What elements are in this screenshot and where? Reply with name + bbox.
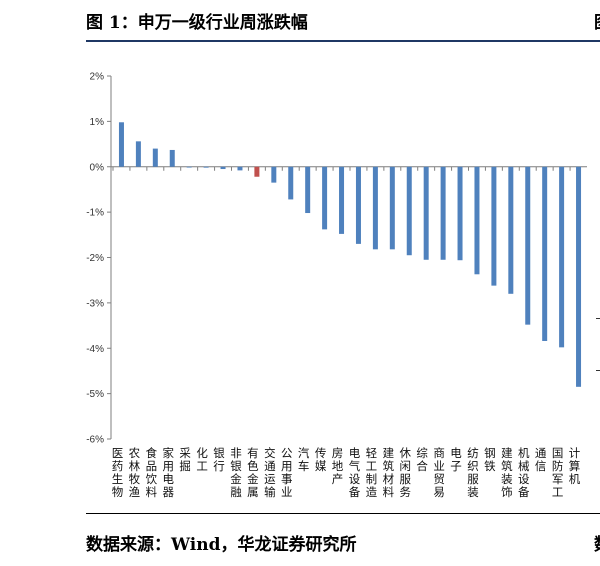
category-label: 家用电器 xyxy=(163,446,175,499)
category-label: 有色金属 xyxy=(247,446,259,499)
bar xyxy=(474,166,480,275)
bar xyxy=(491,166,497,286)
y-tick-label: -2% xyxy=(86,253,104,264)
bar xyxy=(152,148,158,167)
bar xyxy=(355,166,361,244)
y-tick-label: 1% xyxy=(90,117,105,128)
bar xyxy=(525,166,531,325)
right-column-title-fragment: 图 xyxy=(594,8,600,33)
category-label: 公用事业 xyxy=(281,446,293,499)
bar xyxy=(186,166,192,168)
category-label: 电子 xyxy=(450,446,462,473)
category-label: 轻工制造 xyxy=(366,446,378,499)
y-tick-label: -4% xyxy=(86,344,104,355)
bar xyxy=(288,166,294,200)
source-note: 数据来源：Wind，华龙证券研究所 xyxy=(86,535,357,555)
bar xyxy=(559,166,565,348)
bar xyxy=(440,166,446,260)
y-tick-label: -6% xyxy=(86,435,104,446)
bar xyxy=(339,166,345,234)
category-label: 纺织服装 xyxy=(467,446,479,499)
category-label: 钢铁 xyxy=(484,446,496,473)
bar xyxy=(237,166,243,171)
bar xyxy=(508,166,514,294)
right-column-source-fragment: 数 xyxy=(594,530,600,555)
category-label: 传媒 xyxy=(315,446,327,473)
bar xyxy=(406,166,412,256)
bar-chart: 2% 1% 0% -1% -2% -3% -4% -5% -6% 医药生物农林牧渔食品饮料家用电器… xyxy=(86,72,587,499)
category-label: 采掘 xyxy=(179,446,191,473)
category-label: 电气设备 xyxy=(349,446,361,499)
footer-rule xyxy=(86,513,600,514)
category-label: 休闲服务 xyxy=(400,446,412,499)
y-tick-label: -1% xyxy=(86,208,104,219)
right-edge-tick xyxy=(596,318,600,319)
category-label: 非银金融 xyxy=(230,446,242,499)
bar xyxy=(457,166,463,261)
category-label: 计算机 xyxy=(569,446,581,486)
right-edge-tick xyxy=(596,370,600,371)
bar xyxy=(389,166,395,250)
category-label: 机械设备 xyxy=(518,446,530,499)
y-tick-label: -5% xyxy=(86,389,104,400)
bar xyxy=(169,149,175,167)
category-label: 综合 xyxy=(416,446,428,473)
bar xyxy=(220,166,226,170)
bar xyxy=(135,141,141,167)
category-label: 房地产 xyxy=(332,446,344,486)
category-label: 商业贸易 xyxy=(433,446,445,499)
bar xyxy=(576,166,582,387)
y-tick-label: 0% xyxy=(90,162,105,173)
category-label: 食品饮料 xyxy=(146,446,158,499)
bar xyxy=(254,166,260,177)
bar xyxy=(118,122,124,167)
category-label: 汽车 xyxy=(298,446,310,473)
bar xyxy=(203,166,209,168)
bar xyxy=(305,166,311,214)
category-label: 通信 xyxy=(535,446,547,473)
bar xyxy=(423,166,429,260)
bar xyxy=(322,166,328,230)
category-label: 交通运输 xyxy=(264,446,276,499)
category-label: 建筑材料 xyxy=(383,446,395,499)
title-rule xyxy=(86,40,600,42)
category-label: 农林牧渔 xyxy=(129,446,141,499)
plot-area: 2% 1% 0% -1% -2% -3% -4% -5% -6% 医药生物农林牧渔食品饮料家用电器… xyxy=(86,72,587,499)
category-label: 银行 xyxy=(213,446,225,473)
bar xyxy=(372,166,378,250)
bar xyxy=(542,166,548,341)
category-label: 化工 xyxy=(196,446,208,473)
category-label: 医药生物 xyxy=(112,446,124,499)
bar xyxy=(271,166,277,183)
y-tick-label: 2% xyxy=(90,72,105,83)
category-label: 国防军工 xyxy=(552,446,564,499)
category-label: 建筑装饰 xyxy=(501,446,513,499)
y-tick-label: -3% xyxy=(86,298,104,309)
figure-title: 图 1：申万一级行业周涨跌幅 xyxy=(86,13,308,33)
